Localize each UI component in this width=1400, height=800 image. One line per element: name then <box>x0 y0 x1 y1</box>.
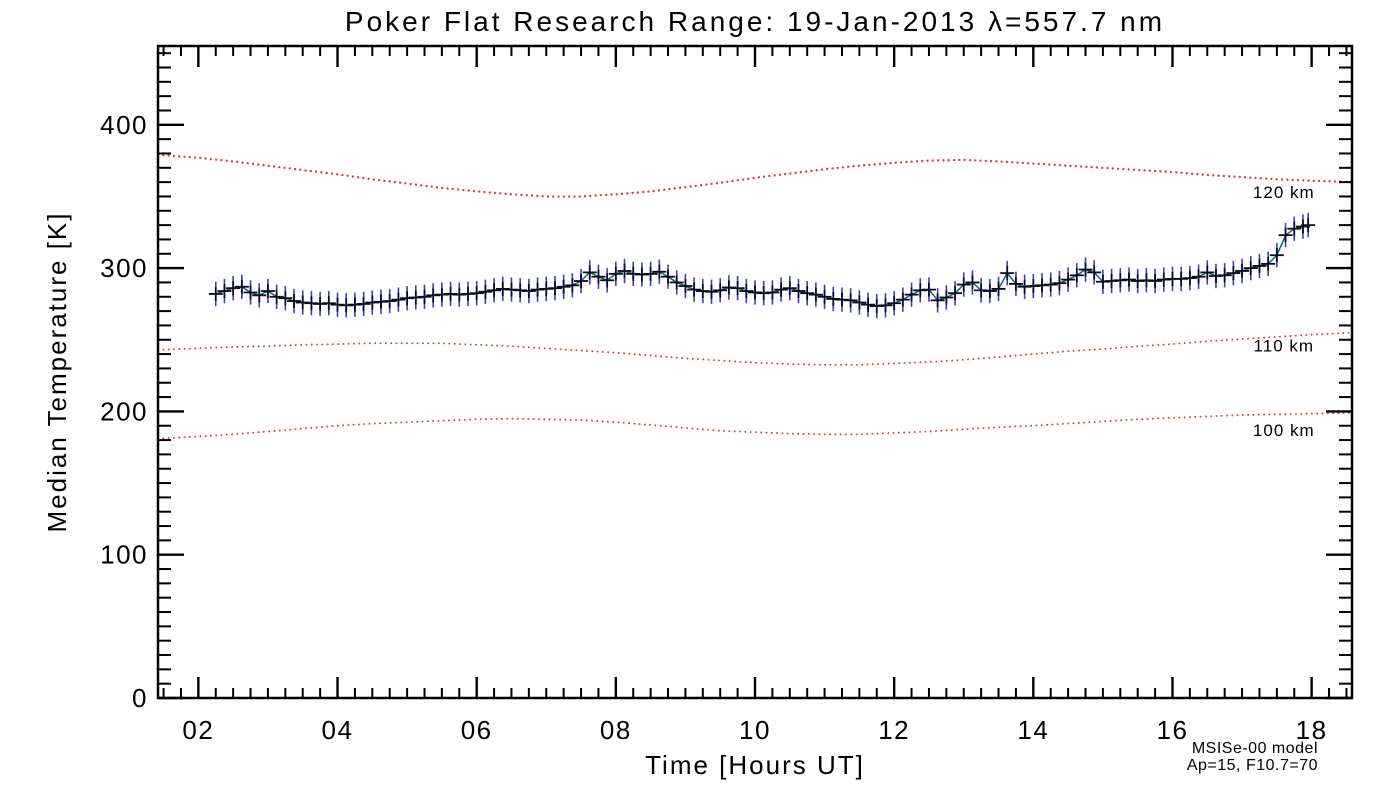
x-tick-label-08: 08 <box>600 715 632 745</box>
data-markers <box>208 218 1316 314</box>
y-tick-label-200: 200 <box>100 396 148 426</box>
x-tick-label-10: 10 <box>739 715 771 745</box>
x-tick-label-04: 04 <box>322 715 354 745</box>
model-curve-label-msis_100km: 100 km <box>1253 421 1315 440</box>
y-tick-label-0: 0 <box>132 683 148 713</box>
model-annotation-name: MSISe-00 model <box>1192 740 1318 757</box>
model-annotation-params: Ap=15, F10.7=70 <box>1187 757 1318 774</box>
model-curves: 120 km 110 km 100 km <box>156 153 1354 440</box>
axes: 02 04 06 08 10 12 14 16 18 0 100 200 300 400 <box>100 44 1354 745</box>
y-axis-title: Median Temperature [K] <box>42 212 72 533</box>
model-curve-msis_110km: 110 km <box>157 331 1353 366</box>
model-curve-msis_120km: 120 km <box>156 153 1354 202</box>
x-tick-label-02: 02 <box>182 715 214 745</box>
chart-title: Poker Flat Research Range: 19-Jan-2013 λ… <box>345 6 1165 37</box>
model-curve-label-msis_110km: 110 km <box>1254 336 1315 355</box>
x-tick-label-18: 18 <box>1296 715 1328 745</box>
x-tick-label-06: 06 <box>461 715 493 745</box>
model-curve-msis_100km: 100 km <box>157 411 1353 440</box>
x-axis-title: Time [Hours UT] <box>645 750 865 780</box>
y-tick-label-300: 300 <box>100 253 148 283</box>
x-tick-label-16: 16 <box>1157 715 1189 745</box>
x-tick-label-12: 12 <box>878 715 910 745</box>
x-tick-label-14: 14 <box>1017 715 1049 745</box>
plot-content: 120 km 110 km 100 km 02 04 06 08 10 12 14 16 18 0 100… <box>100 44 1354 745</box>
y-tick-label-400: 400 <box>100 110 148 140</box>
y-tick-label-100: 100 <box>100 540 148 570</box>
model-curve-label-msis_120km: 120 km <box>1253 183 1315 202</box>
